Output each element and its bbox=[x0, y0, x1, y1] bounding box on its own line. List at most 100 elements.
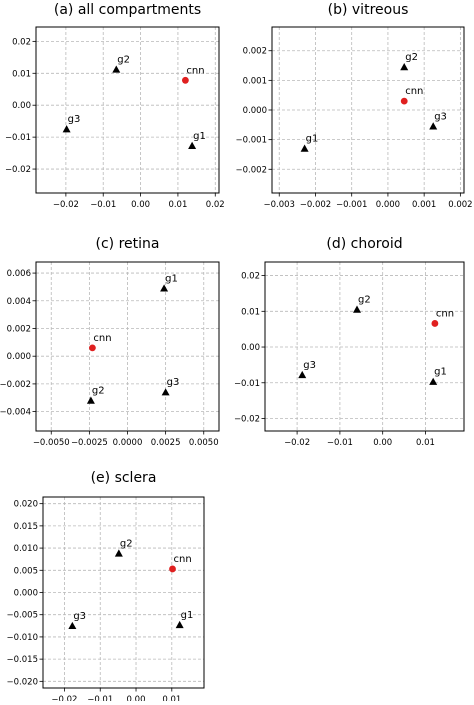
chart-0-point-g1 bbox=[188, 141, 197, 149]
chart-1-point-label-g2: g2 bbox=[405, 52, 418, 63]
chart-0-point-g2 bbox=[112, 65, 121, 73]
chart-3-point-cnn bbox=[431, 320, 439, 327]
chart-3-point-label-cnn: cnn bbox=[436, 308, 454, 319]
chart-2-xtick-label-4: 0.0050 bbox=[189, 438, 219, 448]
chart-0-xtick-label-2: 0.00 bbox=[131, 200, 150, 210]
chart-0-point-label-cnn: cnn bbox=[186, 65, 204, 76]
chart-0-point-cnn bbox=[181, 76, 189, 84]
chart-4-panel: (e) sclera −0.02 −0.01 0.00 0.01 −0.020 −0.015… bbox=[7, 470, 205, 705]
chart-4-xtick-label-0: −0.02 bbox=[51, 695, 77, 701]
chart-4-ytick-label-0: −0.020 bbox=[7, 677, 38, 687]
chart-0-point-g3 bbox=[62, 125, 71, 133]
chart-0-ytick-label-4: 0.02 bbox=[12, 37, 31, 47]
chart-4-ytick-label-1: −0.015 bbox=[7, 655, 38, 665]
chart-1-ytick-label-1: −0.001 bbox=[236, 136, 267, 146]
chart-2-xtick-label-2: 0.0000 bbox=[113, 438, 143, 448]
chart-4-point-label-g1: g1 bbox=[181, 610, 194, 621]
chart-2-ytick-label-4: 0.004 bbox=[7, 297, 31, 307]
chart-1-ytick-label-0: −0.002 bbox=[236, 165, 267, 175]
chart-0-point-label-g1: g1 bbox=[193, 131, 206, 142]
chart-0-xtick-label-3: 0.01 bbox=[168, 200, 187, 210]
chart-3-xtick-label-0: −0.02 bbox=[284, 438, 310, 448]
chart-2-panel: (c) retina −0.0050 −0.0025 0.0000 0.0025 0.00… bbox=[0, 236, 220, 448]
chart-3-point-g3 bbox=[298, 370, 307, 379]
chart-3-point-label-g2: g2 bbox=[358, 295, 371, 306]
chart-4-ytick-label-5: 0.005 bbox=[14, 566, 38, 576]
chart-2-point-cnn bbox=[89, 344, 96, 352]
chart-0-xtick-label-4: 0.02 bbox=[206, 200, 225, 210]
chart-4-xtick-label-2: 0.00 bbox=[127, 695, 146, 701]
chart-4-point-label-g3: g3 bbox=[73, 611, 86, 622]
chart-1-xtick-label-3: 0.000 bbox=[376, 200, 400, 210]
chart-2-ytick-label-1: −0.002 bbox=[0, 380, 31, 390]
chart-3-xtick-label-2: 0.00 bbox=[373, 438, 392, 448]
chart-4-point-cnn bbox=[169, 565, 176, 573]
chart-0-title: (a) all compartments bbox=[54, 2, 201, 18]
chart-4-point-g2 bbox=[114, 549, 123, 557]
chart-0-xtick-label-0: −0.02 bbox=[53, 200, 79, 210]
chart-4-point-label-g2: g2 bbox=[120, 538, 133, 549]
chart-3-ytick-label-4: 0.02 bbox=[241, 272, 260, 282]
chart-2-ytick-label-2: 0.000 bbox=[7, 352, 31, 362]
chart-3-point-g2 bbox=[353, 305, 362, 313]
chart-2-point-g2 bbox=[86, 396, 95, 404]
chart-1-point-label-cnn: cnn bbox=[405, 86, 423, 97]
chart-4-ytick-label-8: 0.020 bbox=[14, 500, 38, 510]
chart-0-ytick-label-0: −0.02 bbox=[5, 165, 31, 175]
chart-4-ytick-label-3: −0.005 bbox=[7, 611, 38, 621]
chart-1-xtick-label-5: 0.002 bbox=[448, 200, 472, 210]
chart-1-xtick-label-0: −0.003 bbox=[264, 200, 295, 210]
chart-1-title: (b) vitreous bbox=[328, 2, 409, 18]
chart-0-point-label-g2: g2 bbox=[117, 54, 130, 65]
chart-3-panel: (d) choroid −0.02 −0.01 0.00 0.01 −0.02 −0.01 0… bbox=[234, 236, 465, 448]
chart-0-ytick-label-3: 0.01 bbox=[12, 69, 31, 79]
chart-1-point-label-g3: g3 bbox=[434, 111, 447, 122]
chart-1-point-g1 bbox=[300, 144, 309, 152]
chart-3-ytick-label-1: −0.01 bbox=[234, 379, 260, 389]
chart-3-ytick-label-0: −0.02 bbox=[234, 414, 260, 424]
chart-2-point-label-cnn: cnn bbox=[93, 333, 111, 344]
chart-4-ytick-label-4: 0.000 bbox=[14, 589, 38, 599]
chart-4-ytick-label-2: −0.010 bbox=[7, 633, 38, 643]
chart-0-ytick-label-1: −0.01 bbox=[5, 133, 31, 143]
chart-0-point-label-g3: g3 bbox=[68, 114, 81, 125]
chart-2-point-label-g3: g3 bbox=[167, 377, 180, 388]
chart-4-xtick-label-1: −0.01 bbox=[87, 695, 113, 701]
chart-2-ytick-label-5: 0.006 bbox=[7, 269, 31, 279]
chart-2-point-g1 bbox=[160, 284, 169, 292]
chart-3-xtick-label-1: −0.01 bbox=[327, 438, 353, 448]
chart-4-point-g1 bbox=[175, 620, 184, 629]
chart-0-ytick-label-2: 0.00 bbox=[12, 101, 31, 111]
chart-3-point-label-g3: g3 bbox=[303, 360, 316, 371]
chart-1-point-g3 bbox=[429, 122, 438, 130]
chart-4-title: (e) sclera bbox=[91, 470, 157, 486]
chart-1-xtick-label-1: −0.002 bbox=[300, 200, 331, 210]
chart-2-xtick-label-0: −0.0050 bbox=[33, 438, 70, 448]
chart-1-xtick-label-4: 0.001 bbox=[412, 200, 436, 210]
chart-2-point-label-g1: g1 bbox=[165, 273, 178, 284]
chart-2-ytick-label-3: 0.002 bbox=[7, 324, 31, 334]
chart-1-ytick-label-2: 0.000 bbox=[243, 106, 267, 116]
chart-3-ytick-label-2: 0.00 bbox=[241, 343, 260, 353]
chart-3-xtick-label-3: 0.01 bbox=[416, 438, 435, 448]
chart-4-ytick-label-7: 0.015 bbox=[14, 522, 38, 532]
chart-1-point-label-g1: g1 bbox=[306, 134, 319, 145]
chart-4-point-g3 bbox=[68, 621, 77, 630]
chart-2-ytick-label-0: −0.004 bbox=[0, 408, 31, 418]
chart-2-xtick-label-3: 0.0025 bbox=[151, 438, 181, 448]
chart-3-title: (d) choroid bbox=[326, 236, 402, 252]
chart-3-axes-frame bbox=[264, 261, 465, 432]
chart-1-ytick-label-4: 0.002 bbox=[243, 47, 267, 57]
chart-2-xtick-label-1: −0.0025 bbox=[71, 438, 108, 448]
chart-3-ytick-label-3: 0.01 bbox=[241, 307, 260, 317]
chart-4-point-label-cnn: cnn bbox=[174, 554, 192, 565]
chart-1-point-cnn bbox=[400, 97, 408, 105]
chart-3-point-label-g1: g1 bbox=[434, 367, 447, 378]
chart-3-point-g1 bbox=[429, 377, 438, 385]
chart-0-xtick-label-1: −0.01 bbox=[90, 200, 116, 210]
chart-0-panel: (a) all compartments −0.02 −0.01 0.00 0.01 0.… bbox=[5, 2, 225, 210]
chart-0-axes-frame bbox=[35, 26, 220, 194]
chart-1-point-g2 bbox=[400, 63, 409, 71]
